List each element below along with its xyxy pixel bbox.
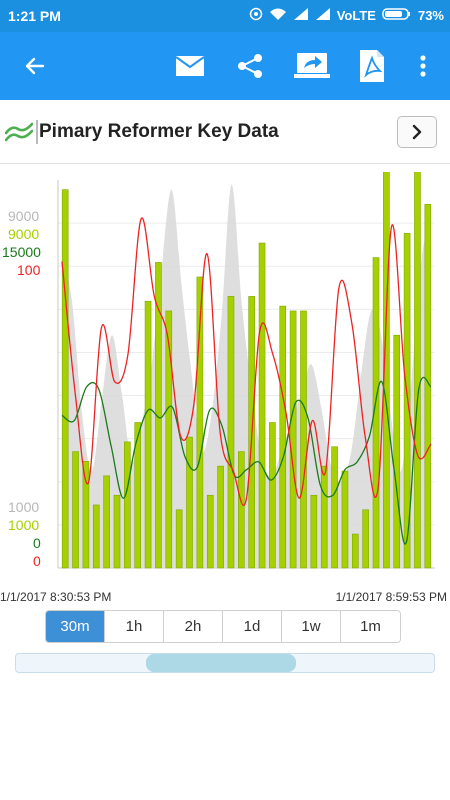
y-bottom-label-area: 1000	[8, 499, 40, 515]
y-top-label-bars: 9000	[8, 226, 40, 242]
range-button-1m[interactable]: 1m	[341, 611, 400, 642]
hotspot-icon	[249, 7, 263, 24]
bar	[144, 300, 152, 569]
x-end-label: 1/1/2017 8:59:53 PM	[335, 590, 447, 604]
wifi-icon	[269, 7, 287, 24]
share-icon	[238, 54, 262, 78]
bar	[403, 233, 411, 569]
y-bottom-label-green: 0	[33, 535, 41, 551]
bar	[414, 172, 421, 569]
status-time: 1:21 PM	[8, 8, 61, 24]
bar	[206, 494, 214, 569]
y-bottom-label-red: 0	[33, 553, 41, 569]
area-series	[62, 184, 431, 568]
bar	[269, 422, 276, 569]
bar	[103, 475, 110, 569]
bar	[362, 509, 369, 569]
bar	[300, 310, 307, 569]
bar	[82, 460, 90, 569]
forward-screen-button[interactable]	[288, 32, 336, 100]
bar	[113, 494, 121, 569]
bar	[289, 310, 297, 569]
share-button[interactable]	[228, 32, 272, 100]
signal-icon-2	[315, 7, 331, 24]
navigator-thumb[interactable]	[145, 654, 297, 672]
bar-series	[61, 172, 432, 569]
bar	[196, 276, 204, 569]
status-icons: VoLTE 73%	[249, 7, 444, 24]
bar	[320, 465, 328, 569]
pdf-button[interactable]	[350, 32, 394, 100]
more-button[interactable]	[408, 32, 438, 100]
line-series	[61, 217, 432, 545]
back-arrow-icon	[25, 57, 45, 75]
bar	[92, 504, 100, 569]
bar	[331, 446, 338, 569]
x-start-label: 1/1/2017 8:30:53 PM	[0, 590, 112, 604]
email-icon	[175, 56, 205, 76]
bar	[72, 451, 79, 569]
red-line-series	[61, 217, 432, 507]
bar	[383, 172, 390, 569]
trend-lines-icon	[4, 120, 34, 147]
bar	[227, 296, 235, 569]
bar	[393, 334, 401, 569]
status-bar: 1:21 PM VoLTE 73%	[0, 0, 450, 32]
bar	[424, 203, 432, 569]
bar	[124, 441, 131, 569]
range-button-1h[interactable]: 1h	[105, 611, 164, 642]
battery-percent: 73%	[417, 8, 444, 23]
navigator-scrollbar[interactable]	[15, 653, 435, 673]
bar	[279, 305, 287, 569]
bar	[61, 189, 69, 569]
chart	[57, 172, 435, 569]
battery-icon	[382, 7, 412, 24]
y-bottom-label-bars: 1000	[8, 517, 40, 533]
bar	[134, 422, 142, 569]
area-series-shape	[62, 184, 431, 568]
y-top-label-green: 15000	[2, 244, 41, 260]
chevron-right-icon	[412, 124, 422, 140]
bar	[217, 465, 224, 569]
bar	[372, 257, 380, 569]
y-top-label-red: 100	[17, 262, 41, 278]
range-button-30m[interactable]: 30m	[46, 611, 105, 642]
bar	[186, 436, 193, 569]
more-vert-icon	[420, 55, 426, 77]
text-cursor	[36, 120, 38, 144]
email-button[interactable]	[168, 32, 212, 100]
green-line-series	[61, 376, 432, 545]
app-bar	[0, 32, 450, 100]
page-title: Pimary Reformer Key Data	[39, 121, 279, 142]
range-selector: 30m 1h 2h 1d 1w 1m	[45, 610, 401, 643]
title-bar: Pimary Reformer Key Data	[0, 100, 450, 164]
bar	[165, 310, 173, 569]
signal-icon	[293, 7, 309, 24]
bar	[238, 451, 245, 569]
next-button[interactable]	[397, 116, 437, 148]
bar	[155, 262, 162, 569]
bar	[258, 242, 266, 569]
range-button-1w[interactable]: 1w	[282, 611, 341, 642]
y-top-label-area: 9000	[8, 208, 40, 224]
pdf-icon	[360, 50, 384, 82]
bar	[351, 533, 359, 569]
forward-screen-icon	[294, 53, 330, 78]
network-label: VoLTE	[336, 8, 376, 23]
back-button[interactable]	[10, 32, 60, 100]
range-button-1d[interactable]: 1d	[223, 611, 282, 642]
range-button-2h[interactable]: 2h	[164, 611, 223, 642]
bar	[341, 470, 349, 569]
bar	[310, 494, 318, 569]
bar	[175, 509, 183, 569]
